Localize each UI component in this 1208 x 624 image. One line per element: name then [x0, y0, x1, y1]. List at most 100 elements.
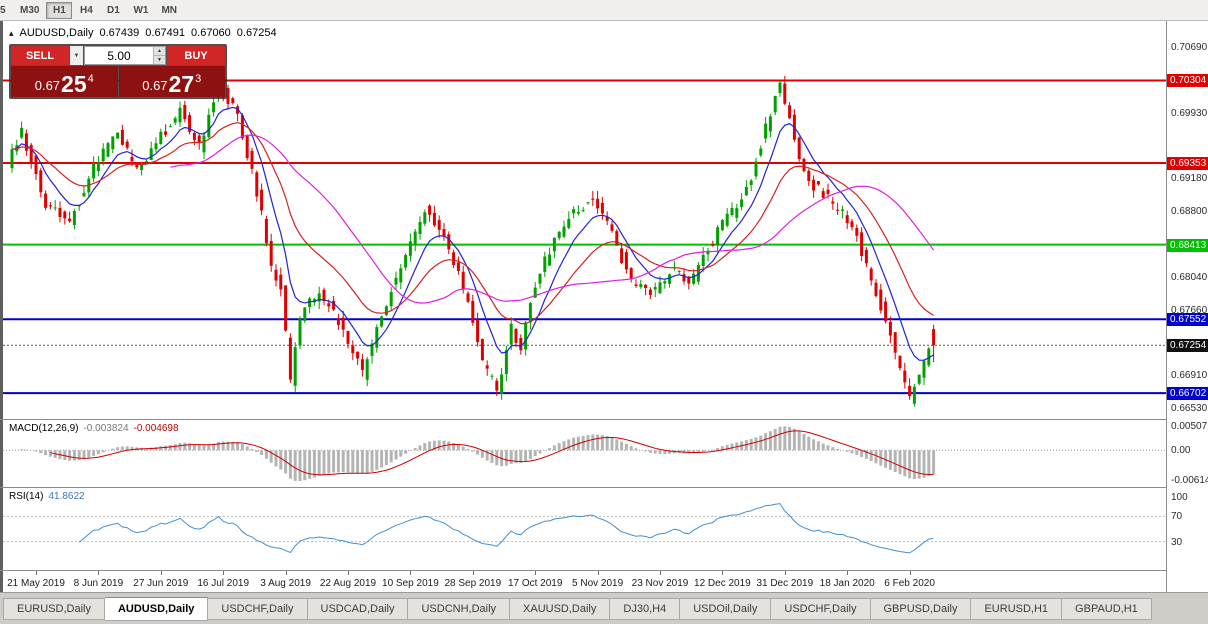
date-axis-label: 12 Dec 2019 [694, 578, 751, 589]
price-line-label: 0.70304 [1167, 74, 1208, 88]
date-axis[interactable]: 21 May 2019 8 Jun 2019 27 Jun 2019 16 Jul 2… [3, 571, 1166, 592]
date-axis-label: 5 Nov 2019 [572, 578, 624, 589]
panel-resize-handle[interactable] [0, 487, 1208, 488]
rsi-name: RSI(14) [9, 491, 44, 502]
ohlc-low: 0.67060 [191, 27, 231, 39]
date-axis-tick [535, 571, 537, 575]
date-axis-label: 21 May 2019 [7, 578, 65, 589]
axis-tick-label: 0.67660 [1171, 304, 1208, 316]
spin-up-icon[interactable]: ▲ [154, 47, 165, 56]
price-line-label: 0.69353 [1167, 157, 1208, 171]
spin-down-icon[interactable]: ▼ [154, 56, 165, 64]
ohlc-close: 0.67254 [236, 27, 277, 39]
date-axis-tick [660, 571, 661, 575]
date-axis-tick [36, 571, 37, 575]
date-axis-tick [98, 571, 100, 575]
buy-price-pips: 27 [168, 71, 195, 98]
axis-tick-label: 0.66910 [1171, 370, 1208, 382]
axis-tick-label: 100 [1171, 492, 1188, 504]
sell-price-display[interactable]: 0.67 25 4 [11, 66, 118, 97]
axis-tick-label: 70 [1171, 511, 1183, 523]
chart-tab-gbpaud-h1[interactable]: GBPAUD,H1 [1062, 598, 1152, 620]
timeframe-button-d1[interactable]: D1 [107, 4, 120, 16]
ohlc-open: 0.67439 [99, 27, 140, 39]
axis-tick-label: 0.68040 [1171, 271, 1208, 283]
macd-signal-value: -0.004698 [133, 423, 179, 434]
date-axis-tick [597, 571, 599, 575]
date-axis-label: 27 Jun 2019 [133, 578, 189, 589]
date-axis-label: 6 Feb 2020 [884, 578, 935, 589]
date-axis-label: 17 Oct 2019 [507, 578, 563, 589]
macd-indicator-panel[interactable] [3, 420, 1166, 487]
chart-tab-usdchf-daily[interactable]: USDCHF,Daily [208, 598, 308, 620]
date-axis-tick [410, 571, 412, 575]
axis-tick-label: 0.69930 [1171, 107, 1208, 119]
axis-tick-label: 30 [1171, 536, 1183, 548]
timeframe-button-h4[interactable]: H4 [80, 4, 93, 16]
date-axis-tick [348, 571, 349, 575]
date-axis-tick [784, 571, 786, 575]
rsi-value: 41.8622 [48, 491, 85, 502]
buy-price-display[interactable]: 0.67 27 3 [118, 66, 225, 98]
rsi-indicator-panel[interactable] [3, 488, 1166, 570]
chart-tab-gbpusd-daily[interactable]: GBPUSD,Daily [870, 598, 972, 620]
chart-tab-eurusd-daily[interactable]: EURUSD,Daily [3, 598, 105, 620]
axis-tick-label: 0.66530 [1171, 403, 1208, 414]
timeframe-button-15[interactable]: 15 [0, 4, 6, 16]
chart-tab-dj30-h4[interactable]: DJ30,H4 [610, 598, 681, 620]
chart-symbol-label: AUDUSD,Daily [19, 27, 94, 39]
one-click-toggle-icon[interactable]: ▴ [9, 27, 14, 38]
chart-tab-eurusd-h1[interactable]: EURUSD,H1 [971, 598, 1063, 620]
date-axis-tick [160, 571, 162, 575]
chart-tab-usdoil-daily[interactable]: USDOil,Daily [680, 598, 772, 620]
chart-plot-area: 21 May 2019 8 Jun 2019 27 Jun 2019 16 Jul 2… [3, 21, 1166, 592]
panel-resize-handle[interactable] [0, 570, 1208, 571]
chart-tab-audusd-daily[interactable]: AUDUSD,Daily [104, 597, 209, 621]
date-axis-label: 31 Dec 2019 [756, 578, 814, 589]
sell-price-point: 4 [87, 73, 94, 85]
price-line-label: 0.67552 [1167, 313, 1208, 327]
price-axis[interactable]: 0.70690 0.69930 0.69180 0.68800 0.68040 0.676… [1166, 21, 1208, 592]
chart-tab-usdcad-daily[interactable]: USDCAD,Daily [307, 598, 409, 620]
volume-input[interactable] [85, 47, 153, 64]
timeframe-button-h1[interactable]: H1 [46, 1, 73, 19]
timeframe-button-w1[interactable]: W1 [133, 4, 149, 16]
timeframe-button-mn[interactable]: MN [161, 4, 178, 16]
macd-title: MACD(12,26,9) -0.003824 -0.004698 [9, 423, 179, 434]
axis-tick-label: 0.00507 [1171, 420, 1208, 432]
date-axis-tick [722, 571, 724, 575]
sell-price-pips: 25 [61, 71, 87, 98]
buy-button[interactable]: BUY [167, 46, 225, 65]
date-axis-tick [223, 571, 225, 575]
panel-resize-handle[interactable] [0, 419, 1208, 420]
chart-tab-usdcnh-daily[interactable]: USDCNH,Daily [408, 598, 511, 620]
date-axis-label: 8 Jun 2019 [73, 578, 124, 589]
date-axis-label: 10 Sep 2019 [382, 578, 439, 589]
date-axis-label: 3 Aug 2019 [260, 578, 311, 589]
sell-price-prefix: 0.67 [34, 78, 61, 94]
main-price-chart[interactable] [3, 21, 1166, 419]
timeframe-toolbar: 15 M30 H1 H4 D1 W1 MN [0, 0, 1208, 21]
price-line-label: 0.66702 [1167, 387, 1208, 401]
macd-main-value: -0.003824 [83, 423, 129, 434]
timeframe-button-m30[interactable]: M30 [20, 4, 40, 16]
chart-tab-xauusd-daily[interactable]: XAUUSD,Daily [510, 598, 611, 620]
volume-dropdown-icon[interactable]: ▼ [70, 46, 83, 65]
axis-tick-label: 0.70690 [1171, 42, 1208, 53]
volume-field-wrap: ▲ ▼ [84, 46, 166, 65]
axis-tick-label: 0.00 [1171, 445, 1191, 457]
window-left-border [0, 21, 3, 592]
axis-tick-label: 0.69180 [1171, 173, 1208, 185]
chart-tab-usdchf-daily[interactable]: USDCHF,Daily [771, 598, 871, 620]
sell-button[interactable]: SELL [11, 46, 69, 65]
ohlc-high: 0.67491 [145, 27, 186, 39]
axis-tick-label: 0.68800 [1171, 206, 1208, 217]
date-axis-label: 16 Jul 2019 [197, 578, 250, 589]
date-axis-label: 18 Jan 2020 [819, 578, 875, 589]
date-axis-tick [847, 571, 849, 575]
date-axis-tick [472, 571, 474, 575]
macd-name: MACD(12,26,9) [9, 423, 79, 434]
price-line-label: 0.67254 [1167, 339, 1208, 353]
